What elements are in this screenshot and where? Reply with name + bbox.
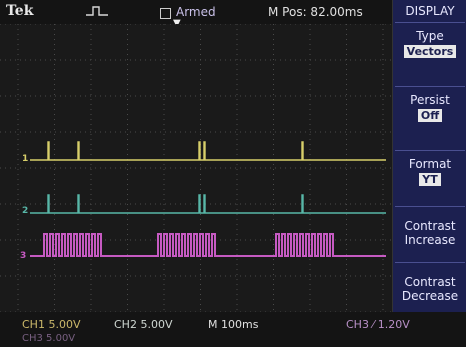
ch1-scale-readout: CH1 5.00V bbox=[22, 318, 81, 331]
armed-indicator-icon bbox=[160, 8, 171, 19]
menu-item-value: Off bbox=[417, 109, 443, 122]
horizontal-position-readout: M Pos: 82.00ms bbox=[268, 5, 363, 19]
ch3-waveform bbox=[30, 233, 386, 257]
menu-item-label: Type bbox=[416, 29, 444, 43]
channel-1-marker[interactable]: 1 bbox=[22, 154, 29, 164]
menu-item-label: Persist bbox=[410, 93, 450, 107]
menu-item-label: Contrast Increase bbox=[404, 219, 456, 247]
status-header: Tek Armed ▼ M Pos: 82.00ms bbox=[0, 0, 392, 29]
menu-item-format[interactable]: Format YT bbox=[395, 150, 465, 205]
menu-item-contrast-increase[interactable]: Contrast Increase bbox=[395, 206, 465, 261]
graticule bbox=[0, 24, 392, 312]
menu-item-value: YT bbox=[419, 173, 441, 186]
ch2-waveform bbox=[30, 194, 386, 214]
channel-2-marker[interactable]: 2 bbox=[22, 206, 29, 216]
trigger-position-arrow-icon: ▼ bbox=[173, 18, 181, 29]
status-footer: CH1 5.00V CH2 5.00V M 100ms CH3 ⁄ 1.20V … bbox=[0, 312, 466, 347]
menu-item-type[interactable]: Type Vectors bbox=[395, 22, 465, 77]
menu-item-contrast-decrease[interactable]: Contrast Decrease bbox=[395, 262, 465, 317]
acquisition-status: Armed bbox=[176, 5, 216, 19]
menu-item-label: Format bbox=[408, 157, 452, 171]
menu-item-value: Vectors bbox=[403, 45, 457, 58]
channel-3-marker[interactable]: 3 bbox=[20, 251, 27, 261]
ch1-waveform bbox=[30, 141, 386, 161]
ch2-scale-readout: CH2 5.00V bbox=[114, 318, 173, 331]
display-menu: DISPLAY Type Vectors Persist Off Format … bbox=[392, 0, 466, 320]
menu-item-label: Contrast Decrease bbox=[401, 275, 459, 303]
trigger-pulse-icon bbox=[86, 5, 108, 17]
waveform-display bbox=[0, 24, 392, 312]
ch3-scale-readout: CH3 5.00V bbox=[22, 333, 76, 344]
menu-item-persist[interactable]: Persist Off bbox=[395, 86, 465, 141]
trigger-readout: CH3 ⁄ 1.20V bbox=[346, 318, 410, 331]
timebase-readout: M 100ms bbox=[208, 318, 259, 331]
brand-logo: Tek bbox=[6, 3, 34, 19]
menu-title: DISPLAY bbox=[405, 4, 455, 18]
